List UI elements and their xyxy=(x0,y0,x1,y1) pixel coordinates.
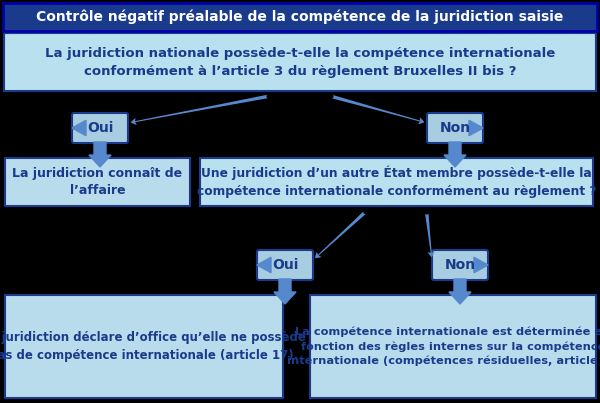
Polygon shape xyxy=(257,257,271,273)
Polygon shape xyxy=(444,142,466,167)
Bar xyxy=(200,158,593,206)
Text: La juridiction connaît de
l’affaire: La juridiction connaît de l’affaire xyxy=(13,166,182,197)
Bar xyxy=(5,158,190,206)
Bar xyxy=(4,33,596,91)
Polygon shape xyxy=(72,120,86,136)
Text: Non: Non xyxy=(445,258,476,272)
FancyBboxPatch shape xyxy=(427,113,483,143)
Text: Non: Non xyxy=(439,121,470,135)
Bar xyxy=(3,3,597,31)
Polygon shape xyxy=(449,279,471,304)
Text: La juridiction déclare d’office qu’elle ne possède
pas de compétence internation: La juridiction déclare d’office qu’elle … xyxy=(0,331,306,362)
Text: La compétence internationale est déterminée en
fonction des règles internes sur : La compétence internationale est détermi… xyxy=(287,326,600,366)
Polygon shape xyxy=(474,257,488,273)
Text: Une juridiction d’un autre État membre possède-t-elle la
compétence internationa: Une juridiction d’un autre État membre p… xyxy=(197,166,596,198)
FancyBboxPatch shape xyxy=(432,250,488,280)
Text: La juridiction nationale possède-t-elle la compétence internationale
conformémen: La juridiction nationale possède-t-elle … xyxy=(45,46,555,77)
Text: Oui: Oui xyxy=(87,121,113,135)
Polygon shape xyxy=(469,120,483,136)
Bar xyxy=(310,295,596,398)
FancyBboxPatch shape xyxy=(72,113,128,143)
Polygon shape xyxy=(274,279,296,304)
Text: Contrôle négatif préalable de la compétence de la juridiction saisie: Contrôle négatif préalable de la compéte… xyxy=(37,10,563,24)
Polygon shape xyxy=(89,142,111,167)
Text: Oui: Oui xyxy=(272,258,298,272)
Bar xyxy=(5,295,283,398)
FancyBboxPatch shape xyxy=(257,250,313,280)
